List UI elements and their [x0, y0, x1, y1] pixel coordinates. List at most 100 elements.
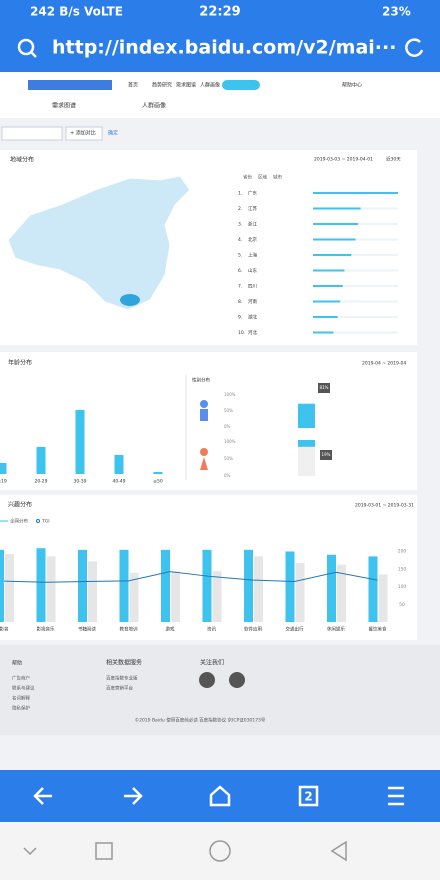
rank: 10.: [238, 330, 245, 336]
overall-bar: [88, 561, 97, 622]
back-icon[interactable]: [33, 787, 52, 805]
category-label: 餐饮美食: [369, 626, 387, 633]
province: 河北: [248, 329, 257, 336]
period: 近30天: [386, 156, 401, 163]
menu-icon[interactable]: [388, 786, 404, 806]
region-tab: 省份: [243, 174, 252, 181]
overall-bar: [337, 564, 346, 622]
label-box: [320, 450, 332, 460]
region-bar: [313, 192, 398, 194]
category-label: 休闲娱乐: [327, 626, 345, 633]
android-nav: [0, 822, 440, 880]
net-speed: 242 B/s: [30, 5, 80, 19]
rank: 9.: [238, 315, 242, 321]
y2-tick-label: 50: [399, 602, 405, 608]
bar-track: [313, 254, 398, 256]
target-bar: [285, 551, 295, 622]
card-title: 性别分布: [192, 377, 210, 384]
nav-recent[interactable]: [95, 842, 113, 860]
male-label: 81%: [320, 385, 329, 390]
search-icon[interactable]: [17, 38, 35, 56]
target-bar: [244, 549, 253, 622]
age-label: ≥50: [153, 479, 163, 485]
region-bar: [313, 269, 345, 272]
target-bar: [327, 554, 336, 622]
rank: 5.: [238, 253, 242, 259]
region-bar: [313, 331, 334, 334]
age-label: 20-29: [34, 479, 47, 485]
age-bar: [114, 455, 124, 474]
category-label: 资讯: [207, 626, 216, 633]
footer-link: 名词解释: [12, 695, 30, 702]
nav-home[interactable]: [209, 840, 231, 862]
footer-title: 帮助: [12, 660, 22, 667]
clock: 22:29: [199, 5, 240, 20]
home-icon[interactable]: [209, 785, 231, 807]
confirm: 确定: [108, 130, 118, 137]
category-label: 影视音乐: [37, 626, 55, 633]
province: 湖北: [248, 314, 257, 321]
female-bar: [298, 440, 315, 447]
legend: 全网分布: [10, 518, 28, 525]
toolbar-icons: [17, 38, 424, 807]
bar-track: [313, 316, 398, 318]
province: 广东: [248, 190, 257, 197]
rank: 1.: [238, 191, 242, 197]
age-bar: [36, 447, 46, 474]
tgi-line: [3, 571, 378, 583]
nav-back[interactable]: [330, 840, 347, 862]
age-bar: [75, 410, 85, 474]
region-bar: [313, 285, 343, 287]
female-label: 19%: [322, 452, 331, 457]
age-label: 40-49: [112, 479, 125, 485]
age-bar: [0, 463, 7, 474]
y2-tick-label: 150: [398, 566, 407, 572]
compare-box[interactable]: [65, 126, 103, 141]
date-range: 2019-03-01 ~ 2019-03-31: [355, 503, 414, 509]
network: VoLTE: [84, 5, 123, 19]
province: 江苏: [248, 205, 257, 212]
nav-hide[interactable]: [23, 847, 37, 856]
overall-bar: [46, 556, 56, 622]
forward-icon[interactable]: [124, 787, 143, 805]
overall-bar: [254, 556, 263, 622]
footer-link: 隐私保护: [12, 705, 30, 712]
date-range: 2019-03-03 ~ 2019-04-01: [314, 157, 373, 163]
age-label: 30-39: [73, 479, 86, 485]
keyword-box[interactable]: [1, 126, 63, 141]
region-bar: [313, 316, 338, 318]
refresh-icon[interactable]: [405, 38, 424, 57]
label-box: [318, 383, 330, 393]
y2-tick-label: 200: [398, 549, 407, 555]
bar-track: [313, 300, 398, 303]
bar-track: [298, 440, 315, 476]
region-tab: 城市: [273, 174, 282, 181]
overall-bar: [295, 562, 305, 622]
top-bar: [0, 0, 440, 72]
copyright: ©2019 Baidu 使用百度前必读 百度指数协议 京ICP证030173号: [135, 717, 266, 724]
target-bar: [36, 548, 46, 622]
wechat-icon[interactable]: [199, 672, 215, 688]
footer: [0, 645, 440, 735]
region-tab: 区域: [258, 174, 267, 181]
province: 上海: [248, 252, 257, 259]
rank: 3.: [238, 222, 242, 228]
tabs-icon[interactable]: [298, 785, 319, 807]
rank: 7.: [238, 284, 242, 290]
male-icon: [200, 409, 208, 421]
region-bar: [313, 238, 356, 241]
overall-bar: [378, 574, 388, 622]
weibo-icon[interactable]: [229, 672, 245, 688]
female-icon: [200, 448, 208, 456]
target-bar: [202, 549, 212, 622]
province: 北京: [248, 236, 257, 243]
site-search[interactable]: [28, 80, 112, 90]
category-label: 教育培训: [120, 626, 138, 633]
rank: 6.: [238, 268, 242, 274]
badge[interactable]: [222, 80, 260, 90]
card-title: 兴趣分布: [8, 501, 32, 509]
province: 河南: [248, 298, 257, 305]
bar-track: [313, 331, 398, 334]
